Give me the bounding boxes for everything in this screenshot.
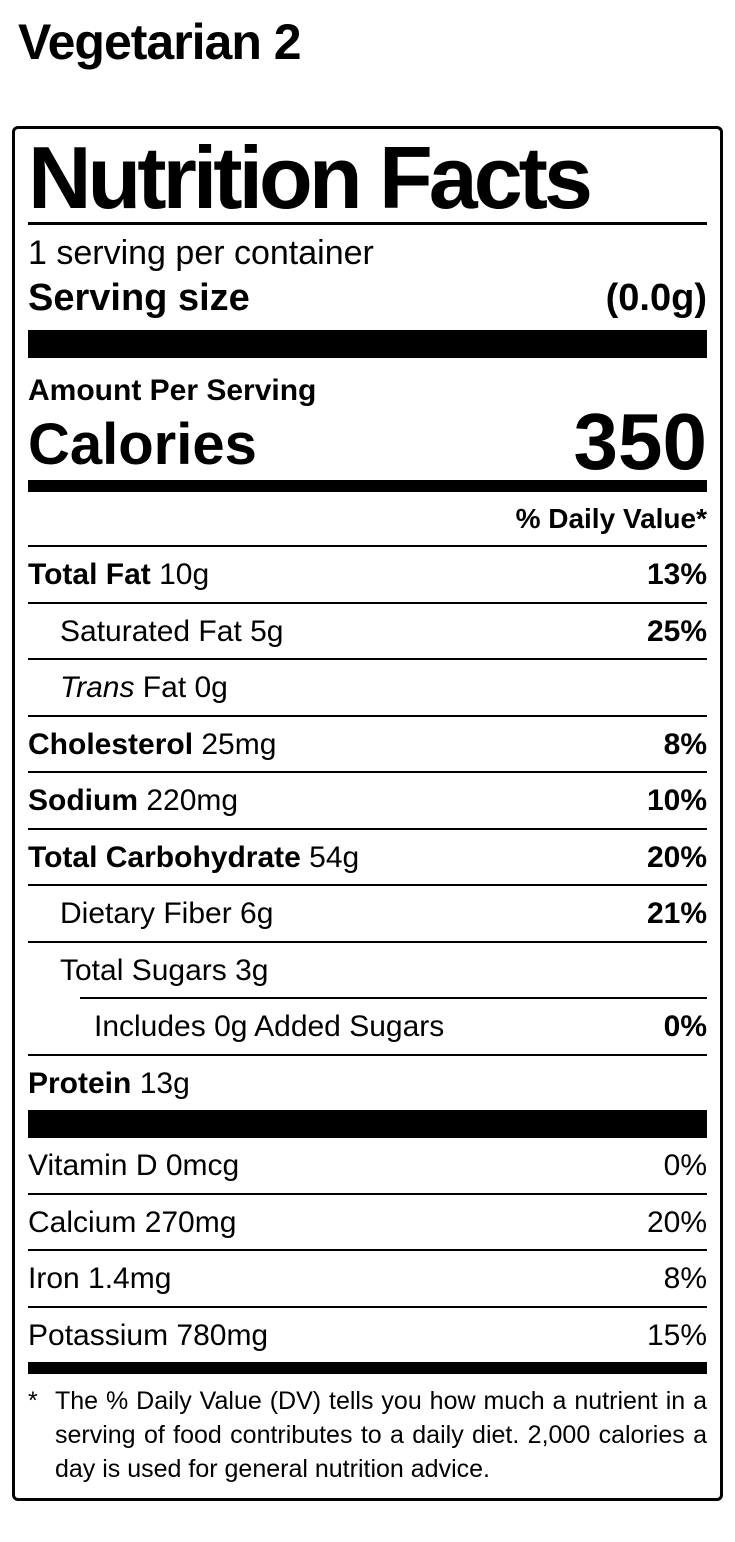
nutrient-name: Includes 0g Added Sugars [94, 1010, 445, 1044]
nutrient-row: Includes 0g Added Sugars 0% [28, 999, 707, 1054]
row-separator [28, 1192, 707, 1195]
row-separator [28, 1053, 707, 1056]
row-separator [28, 1305, 707, 1308]
vitamin-name: Vitamin D 0mcg [28, 1149, 240, 1183]
nutrient-name: Saturated Fat 5g [60, 614, 284, 648]
vitamin-row: Potassium 780mg 15% [28, 1308, 707, 1363]
calories-label: Calories [28, 412, 257, 478]
row-separator [28, 658, 707, 661]
nutrient-row: Total Sugars 3g [28, 943, 707, 998]
footnote-text: The % Daily Value (DV) tells you how muc… [55, 1387, 707, 1484]
amount-per-serving-label: Amount Per Serving [28, 373, 317, 407]
nutrient-name: Protein 13g [28, 1066, 190, 1100]
serving-size-label: Serving size [28, 277, 250, 320]
servings-per-container: 1 serving per container [28, 234, 374, 273]
nutrient-percent: 13% [646, 558, 707, 592]
row-separator [28, 545, 707, 548]
vitamin-name: Potassium 780mg [28, 1318, 269, 1352]
nutrient-name: Total Sugars 3g [60, 953, 269, 987]
row-separator [28, 940, 707, 943]
vitamin-percent: 8% [663, 1262, 707, 1296]
vitamin-percent: 0% [663, 1149, 707, 1183]
nutrient-row: Cholesterol 25mg 8% [28, 717, 707, 772]
medium-divider-bar [28, 1362, 707, 1375]
nutrient-row: Trans Fat 0g [28, 660, 707, 715]
nutrient-percent: 0% [663, 1010, 707, 1044]
row-separator [28, 714, 707, 717]
page-title: Vegetarian 2 [18, 14, 302, 70]
vitamin-percent: 20% [646, 1205, 707, 1239]
nutrient-name: Total Carbohydrate 54g [28, 840, 360, 874]
nutrient-row: Protein 13g [28, 1056, 707, 1111]
nutrient-rows: Total Fat 10g 13% Saturated Fat 5g 25% Trans… [28, 545, 707, 1110]
nutrient-row: Total Carbohydrate 54g 20% [28, 830, 707, 885]
vitamin-rows: Vitamin D 0mcg 0% Calcium 270mg 20% Iron 1.4… [28, 1138, 707, 1362]
row-separator [28, 827, 707, 830]
medium-divider-bar [28, 480, 707, 493]
row-separator [28, 601, 707, 604]
row-separator [28, 771, 707, 774]
thick-divider-bar [28, 1110, 707, 1139]
nutrition-facts-label: Nutrition Facts 1 serving per container … [12, 125, 723, 1502]
nutrient-name: Trans Fat 0g [60, 671, 228, 705]
row-separator [80, 997, 707, 1000]
serving-size-value: (0.0g) [605, 277, 707, 320]
nutrient-name: Total Fat 10g [28, 558, 210, 592]
nutrient-name: Dietary Fiber 6g [60, 897, 274, 931]
nutrient-percent: 21% [646, 897, 707, 931]
row-separator [28, 884, 707, 887]
nutrient-name: Sodium 220mg [28, 784, 239, 818]
thick-divider-bar [28, 329, 707, 358]
calories-row: Calories 350 [28, 396, 707, 486]
nutrient-percent: 10% [646, 784, 707, 818]
nutrient-row: Saturated Fat 5g 25% [28, 604, 707, 659]
serving-size-row: Serving size (0.0g) [28, 277, 707, 330]
vitamin-row: Calcium 270mg 20% [28, 1195, 707, 1250]
footnote: * The % Daily Value (DV) tells you how m… [28, 1374, 707, 1486]
nutrient-name: Cholesterol 25mg [28, 727, 277, 761]
vitamin-row: Vitamin D 0mcg 0% [28, 1138, 707, 1193]
daily-value-header: % Daily Value* [515, 503, 707, 535]
label-title: Nutrition Facts [28, 127, 593, 227]
vitamin-row: Iron 1.4mg 8% [28, 1251, 707, 1306]
nutrient-percent: 20% [646, 840, 707, 874]
vitamin-name: Calcium 270mg [28, 1205, 237, 1239]
nutrient-percent: 25% [646, 614, 707, 648]
footnote-asterisk: * [28, 1387, 38, 1416]
nutrient-row: Dietary Fiber 6g 21% [28, 886, 707, 941]
row-separator [28, 1249, 707, 1252]
nutrient-row: Total Fat 10g 13% [28, 547, 707, 602]
vitamin-percent: 15% [646, 1318, 707, 1352]
nutrient-percent: 8% [663, 727, 707, 761]
calories-value: 350 [573, 396, 707, 486]
vitamin-name: Iron 1.4mg [28, 1262, 172, 1296]
nutrient-row: Sodium 220mg 10% [28, 773, 707, 828]
divider [28, 222, 707, 226]
